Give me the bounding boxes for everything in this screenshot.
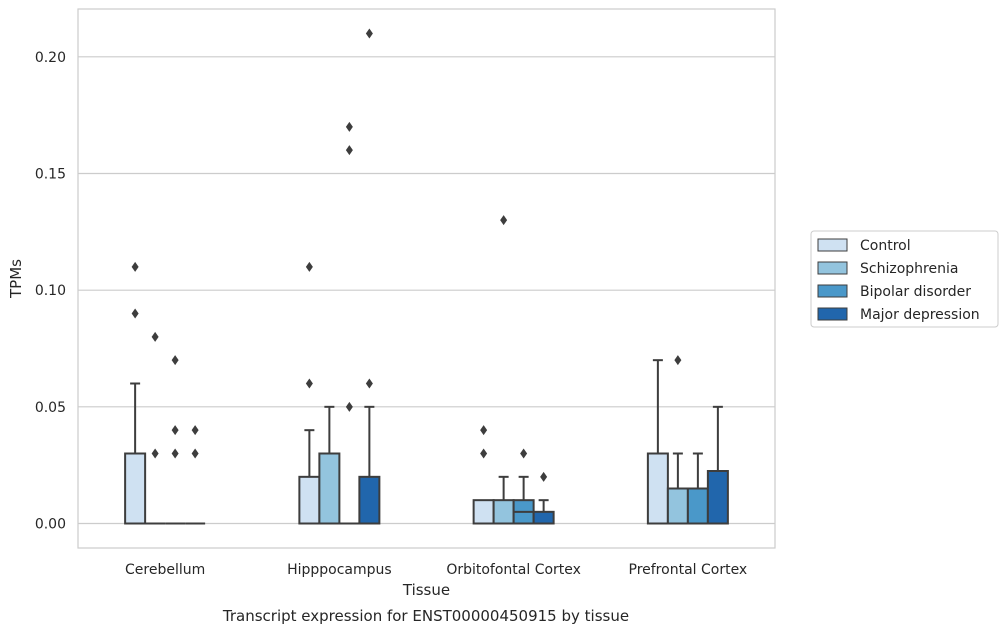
outlier-point xyxy=(480,425,488,436)
box-0-1 xyxy=(145,331,166,525)
legend-swatch xyxy=(817,238,848,252)
legend-label: Schizophrenia xyxy=(860,261,958,277)
outlier-point xyxy=(171,355,179,366)
box-2-2 xyxy=(512,448,535,525)
box-2-1 xyxy=(492,215,515,525)
outlier-point xyxy=(345,145,353,156)
outlier-point xyxy=(520,448,528,459)
outlier-point xyxy=(131,308,139,319)
outlier-point xyxy=(674,355,682,366)
x-tick-label: Cerebellum xyxy=(125,562,205,578)
box-3-3 xyxy=(706,405,729,525)
box-3-0 xyxy=(646,359,669,525)
box-body xyxy=(706,470,729,525)
y-tick-label: 0.05 xyxy=(35,400,66,416)
box-body xyxy=(472,499,495,525)
x-tick-label: Orbitofontal Cortex xyxy=(446,562,581,578)
x-tick-label: Hipppocampus xyxy=(287,562,392,578)
outlier-point xyxy=(191,448,199,459)
box-body xyxy=(532,510,555,525)
y-axis-label: TPMs xyxy=(7,259,25,299)
outlier-point xyxy=(540,471,548,482)
y-tick-label: 0.00 xyxy=(35,517,66,533)
gridlines xyxy=(78,56,775,525)
box-0-2 xyxy=(165,355,186,525)
box-3-1 xyxy=(666,355,689,525)
outlier-point xyxy=(151,331,159,342)
boxes xyxy=(124,28,729,525)
box-body xyxy=(646,452,669,525)
box-body xyxy=(492,499,515,525)
legend-frame xyxy=(810,230,999,328)
outlier-point xyxy=(500,215,508,226)
box-body xyxy=(358,475,381,525)
box-body xyxy=(298,475,321,525)
outlier-point xyxy=(305,378,313,389)
y-tick-label: 0.20 xyxy=(35,50,66,66)
box-1-0 xyxy=(298,261,321,525)
box-0-0 xyxy=(124,261,147,525)
box-1-1 xyxy=(318,405,341,525)
outlier-point xyxy=(151,448,159,459)
box-body xyxy=(666,487,689,525)
x-axis-ticks: Cerebellum Hipppocampus Orbitofontal Corte… xyxy=(125,562,747,578)
outlier-point xyxy=(365,28,373,39)
legend-swatch xyxy=(817,261,848,275)
x-tick-label: Prefrontal Cortex xyxy=(629,562,748,578)
box-2-0 xyxy=(472,425,495,525)
outlier-point xyxy=(131,261,139,272)
box-0-3 xyxy=(185,425,206,525)
legend-label: Control xyxy=(860,238,911,254)
chart-caption: Transcript expression for ENST0000045091… xyxy=(222,607,629,625)
outlier-point xyxy=(171,448,179,459)
box-3-2 xyxy=(686,452,709,525)
legend: Control Schizophrenia Bipolar disorder Majo… xyxy=(810,230,999,328)
outlier-point xyxy=(305,261,313,272)
box-2-3 xyxy=(532,471,555,525)
outlier-point xyxy=(345,121,353,132)
y-axis-ticks: 0.00 0.05 0.10 0.15 0.20 xyxy=(35,50,66,533)
box-body xyxy=(318,452,341,525)
x-axis-label: Tissue xyxy=(402,581,450,599)
legend-label: Bipolar disorder xyxy=(860,284,971,300)
legend-swatch xyxy=(817,284,848,298)
y-tick-label: 0.15 xyxy=(35,167,66,183)
plot-frame xyxy=(77,8,776,549)
outlier-point xyxy=(191,425,199,436)
box-1-2 xyxy=(339,121,360,525)
y-tick-label: 0.10 xyxy=(35,283,66,299)
legend-swatch xyxy=(817,307,848,321)
box-body xyxy=(686,487,709,525)
outlier-point xyxy=(365,378,373,389)
box-1-3 xyxy=(358,28,381,525)
outlier-point xyxy=(171,425,179,436)
outlier-point xyxy=(345,401,353,412)
outlier-point xyxy=(480,448,488,459)
box-body xyxy=(124,452,147,525)
legend-label: Major depression xyxy=(860,307,980,323)
